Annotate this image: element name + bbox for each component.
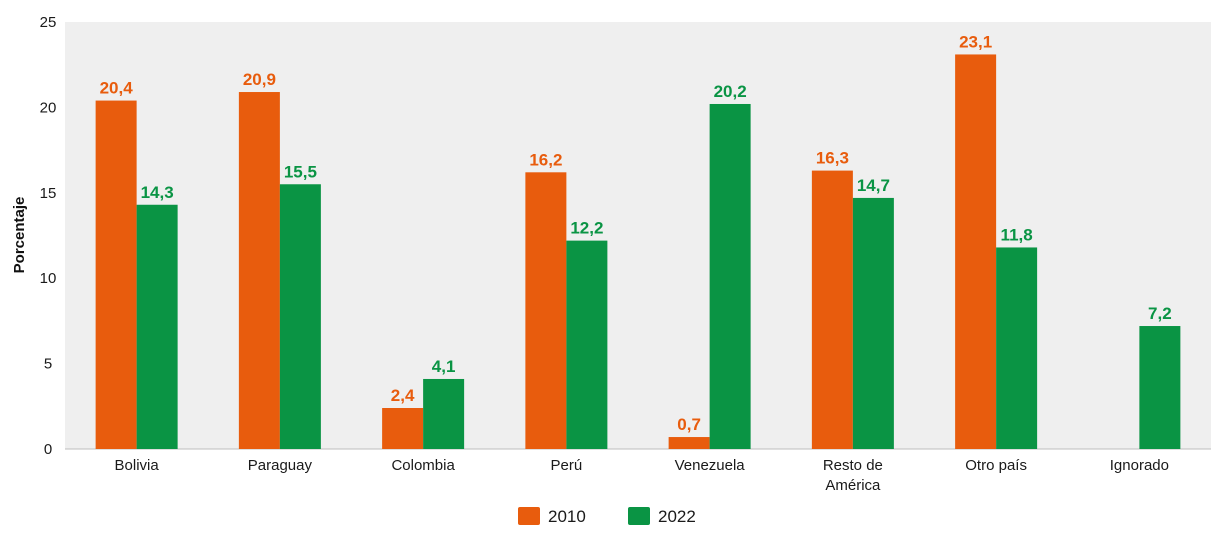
bar-2022 bbox=[566, 240, 608, 449]
category-label: Venezuela bbox=[675, 457, 746, 474]
category-label: Resto de América bbox=[823, 457, 883, 494]
legend-label-2022: 2022 bbox=[658, 507, 696, 526]
category-label: Otro país bbox=[965, 457, 1027, 474]
data-label-2010: 23,1 bbox=[959, 32, 992, 51]
data-label-2022: 12,2 bbox=[570, 219, 603, 238]
data-label-2022: 11,8 bbox=[1001, 225, 1033, 244]
bars bbox=[95, 54, 1181, 450]
data-label-2010: 16,2 bbox=[529, 150, 562, 169]
bar-2022 bbox=[279, 184, 321, 449]
data-labels: 20,4 14,3 20,9 15,5 2,4 4,1 16,2 12,2 0,7 20,2 16,… bbox=[100, 32, 1172, 434]
bar-2022 bbox=[136, 204, 178, 449]
legend-swatch-2022 bbox=[628, 507, 650, 525]
data-label-2022: 15,5 bbox=[284, 162, 317, 181]
bar-2022 bbox=[423, 378, 465, 449]
bar-2022 bbox=[852, 197, 894, 449]
data-label-2010: 20,4 bbox=[100, 79, 134, 98]
y-axis-label: Porcentaje bbox=[11, 197, 28, 274]
data-label-2010: 16,3 bbox=[816, 149, 849, 168]
data-label-2010: 2,4 bbox=[391, 386, 415, 405]
bar-2010 bbox=[382, 408, 424, 449]
y-tick-label: 25 bbox=[40, 14, 57, 31]
data-label-2022: 7,2 bbox=[1148, 304, 1172, 323]
category-label: Perú bbox=[551, 457, 583, 474]
category-label: Colombia bbox=[391, 457, 455, 474]
bar-2022 bbox=[709, 103, 751, 449]
bar-2022 bbox=[996, 247, 1038, 449]
data-label-2022: 14,7 bbox=[857, 176, 890, 195]
legend-label-2010: 2010 bbox=[548, 507, 586, 526]
category-labels: Bolivia Paraguay Colombia Perú Venezuela Rest… bbox=[115, 457, 1169, 494]
data-label-2022: 20,2 bbox=[714, 82, 747, 101]
bar-2010 bbox=[525, 172, 567, 449]
plot-area bbox=[65, 22, 1211, 449]
y-tick-label: 0 bbox=[44, 441, 52, 458]
data-label-2010: 20,9 bbox=[243, 70, 276, 89]
data-label-2010: 0,7 bbox=[677, 415, 701, 434]
y-tick-label: 15 bbox=[40, 185, 57, 202]
category-label: Bolivia bbox=[115, 457, 160, 474]
legend-swatch-2010 bbox=[518, 507, 540, 525]
y-tick-label: 5 bbox=[44, 356, 52, 373]
bar-2010 bbox=[811, 170, 853, 449]
data-label-2022: 4,1 bbox=[432, 357, 456, 376]
y-tick-label: 10 bbox=[40, 270, 57, 287]
bar-2022 bbox=[1139, 326, 1181, 449]
bar-2010 bbox=[95, 100, 137, 450]
bar-2010 bbox=[238, 92, 280, 449]
data-label-2022: 14,3 bbox=[141, 183, 174, 202]
bar-2010 bbox=[668, 437, 710, 449]
y-tick-label: 20 bbox=[40, 99, 57, 116]
y-axis-ticks: 0 5 10 15 20 25 bbox=[40, 14, 57, 458]
legend: 2010 2022 bbox=[518, 507, 696, 526]
category-label: Ignorado bbox=[1110, 457, 1169, 474]
category-label: Paraguay bbox=[248, 457, 313, 474]
bar-2010 bbox=[955, 54, 997, 450]
